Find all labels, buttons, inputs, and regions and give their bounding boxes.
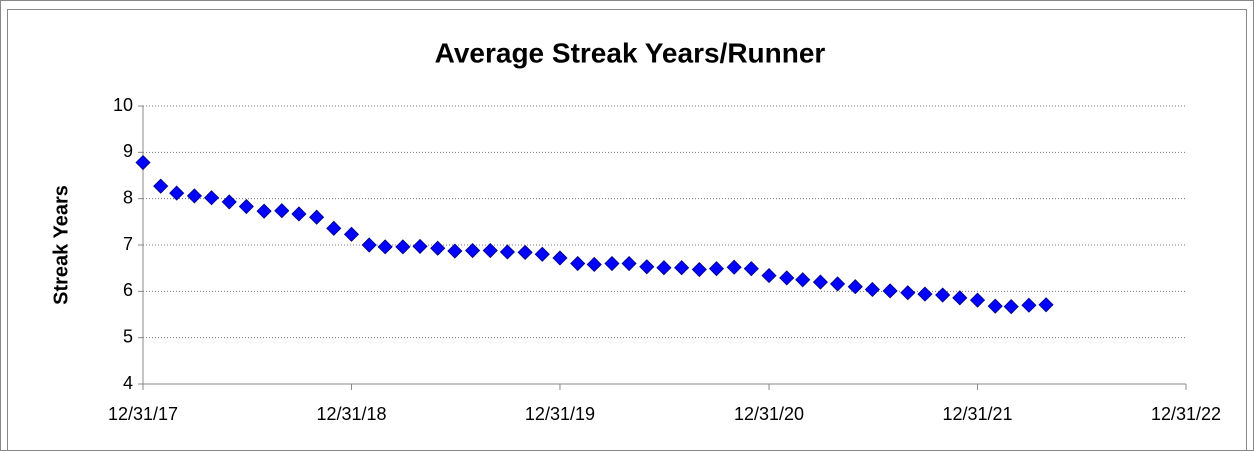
data-point	[900, 285, 916, 301]
data-point	[186, 188, 202, 204]
y-tick-label: 5	[123, 326, 133, 346]
y-tick-label: 4	[123, 373, 133, 393]
data-point	[430, 240, 446, 256]
y-tick-label: 9	[123, 141, 133, 161]
x-tick-label: 12/31/20	[734, 404, 804, 424]
data-point	[604, 255, 620, 272]
data-point	[534, 246, 550, 262]
data-point	[882, 283, 898, 299]
data-point	[795, 272, 811, 288]
data-point	[639, 259, 655, 275]
data-point	[274, 203, 290, 219]
data-point	[326, 220, 342, 236]
data-point	[343, 226, 360, 242]
x-tick-label: 12/31/22	[1151, 404, 1221, 424]
chart-frame	[7, 9, 1247, 451]
data-point	[987, 298, 1003, 314]
data-point	[377, 239, 393, 255]
data-point	[153, 178, 169, 194]
data-point	[499, 244, 515, 260]
data-point	[291, 206, 307, 222]
data-point	[621, 255, 637, 272]
data-point	[743, 261, 759, 277]
data-point	[361, 237, 377, 253]
data-point	[412, 238, 428, 254]
data-point	[465, 242, 481, 259]
y-tick-label: 8	[123, 187, 133, 207]
data-point	[570, 255, 586, 272]
data-point	[726, 259, 742, 275]
data-point	[256, 203, 272, 219]
data-point	[552, 250, 568, 266]
data-point	[238, 198, 254, 215]
data-point	[935, 287, 951, 303]
data-point	[969, 292, 986, 308]
y-axis-label: Streak Years	[50, 185, 72, 305]
data-point	[1021, 297, 1037, 313]
y-tick-label: 6	[123, 280, 133, 300]
data-point	[309, 209, 325, 225]
data-point	[779, 270, 795, 286]
data-point	[708, 261, 725, 277]
data-point	[221, 194, 237, 210]
data-point	[952, 290, 968, 306]
chart-title: Average Streak Years/Runner	[435, 37, 826, 68]
data-point	[169, 185, 185, 201]
x-tick-label: 12/31/21	[942, 404, 1012, 424]
data-point	[1038, 297, 1054, 313]
x-tick-label: 12/31/18	[316, 404, 386, 424]
data-point	[203, 190, 220, 206]
x-tick-label: 12/31/19	[525, 404, 595, 424]
data-point	[691, 261, 707, 278]
y-tick-label: 10	[113, 95, 133, 115]
data-point	[447, 243, 463, 259]
data-point	[656, 260, 672, 276]
data-point	[517, 244, 533, 260]
data-point	[847, 279, 863, 295]
data-point	[917, 286, 933, 302]
data-point	[482, 242, 498, 259]
data-point	[864, 281, 880, 298]
x-tick-label: 12/31/17	[108, 404, 178, 424]
data-point	[761, 268, 777, 284]
data-point	[1003, 299, 1019, 315]
data-point	[812, 274, 829, 290]
data-point	[395, 239, 411, 255]
data-point	[674, 260, 690, 276]
y-tick-label: 7	[123, 234, 133, 254]
data-point	[830, 276, 846, 292]
data-point	[586, 256, 602, 273]
data-point	[135, 154, 151, 171]
